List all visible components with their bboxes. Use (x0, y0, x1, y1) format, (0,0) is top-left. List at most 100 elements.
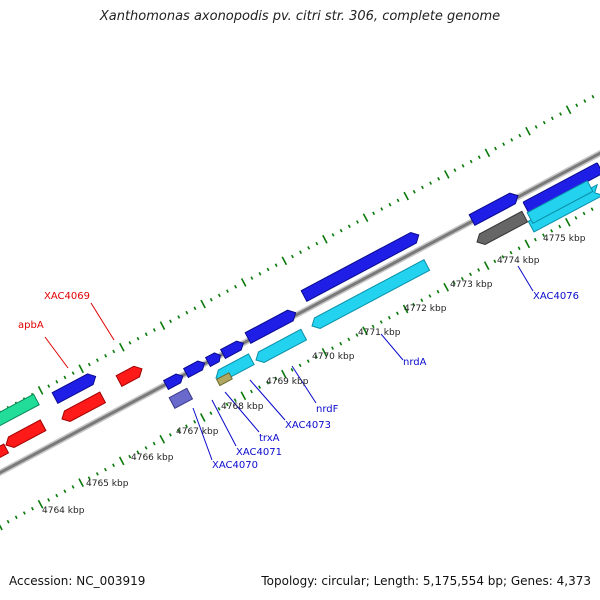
gc-tick (518, 133, 522, 138)
gc-tick (412, 189, 416, 194)
gc-tick (298, 363, 302, 368)
gene-feature-other[interactable] (168, 387, 194, 409)
gene-label-XAC4070[interactable]: XAC4070 (212, 460, 258, 471)
gc-tick (533, 237, 537, 242)
gc-tick (509, 250, 513, 255)
gc-ticks-upper (0, 94, 595, 417)
reverse-features (0, 180, 600, 460)
gc-tick (437, 177, 441, 181)
gene-arrow[interactable] (526, 180, 594, 224)
map-title: Xanthomonas axonopodis pv. citri str. 30… (99, 9, 501, 24)
label-leaders (44, 265, 534, 461)
gc-tick (379, 320, 383, 324)
gene-label-XAC4073[interactable]: XAC4073 (285, 420, 331, 431)
gc-tick (550, 116, 554, 121)
gc-tick (200, 299, 206, 309)
gene-arrow[interactable] (213, 353, 255, 383)
gene-arrow-rna[interactable] (59, 391, 107, 424)
gc-tick (565, 105, 572, 115)
gc-tick (118, 342, 125, 352)
gc-tick (225, 402, 229, 407)
gc-tick (159, 321, 166, 330)
gc-tick (209, 411, 213, 415)
gene-arrow-trxA[interactable] (204, 351, 223, 368)
gene-arrow-rna[interactable] (0, 393, 40, 428)
gc-tick (494, 146, 498, 151)
gc-tick (112, 463, 116, 468)
gc-tick (63, 375, 67, 380)
gc-tick (591, 94, 595, 99)
gene-label-XAC4071[interactable]: XAC4071 (236, 447, 282, 458)
gc-tick (185, 310, 189, 315)
gc-tick (193, 306, 197, 311)
gene-label-XAC4069[interactable]: XAC4069 (44, 291, 90, 302)
gene-label-trxA[interactable]: trxA (259, 433, 280, 444)
gene-arrow-rna[interactable] (0, 443, 10, 460)
kbp-label: 4768 kbp (221, 402, 264, 412)
gc-tick (128, 454, 132, 459)
gc-tick (217, 407, 221, 411)
gene-arrow-XAC4070[interactable] (162, 372, 185, 391)
gc-tick (209, 297, 213, 302)
gc-tick (542, 120, 546, 125)
gc-tick (258, 272, 262, 276)
gc-tick (510, 138, 514, 142)
gc-tick (477, 268, 481, 272)
gc-tick (37, 386, 44, 395)
gc-tick (402, 304, 409, 314)
gc-tick (322, 234, 328, 244)
gc-tick (469, 272, 472, 277)
gene-arrow-rna[interactable] (3, 419, 47, 450)
gc-tick (159, 434, 166, 444)
gc-tick (331, 233, 335, 237)
gc-tick (395, 311, 399, 316)
gc-tick (136, 336, 140, 341)
gc-tick (258, 385, 262, 389)
gc-tick (103, 467, 107, 472)
gene-feature-mixed[interactable] (215, 372, 233, 387)
gene-arrow[interactable] (468, 190, 521, 226)
gene-label-nrdA[interactable]: nrdA (403, 357, 427, 368)
gc-tick (185, 424, 189, 428)
gene-arrow-XAC4069[interactable] (51, 371, 98, 404)
gc-tick (95, 472, 99, 476)
gc-tick (355, 220, 359, 224)
gene-label-nrdF[interactable]: nrdF (316, 404, 339, 415)
gc-tick (461, 164, 465, 168)
gc-tick (274, 263, 278, 267)
gc-tick (575, 103, 579, 108)
gc-tick (428, 294, 432, 298)
gc-tick (420, 298, 424, 303)
gc-tick (112, 349, 116, 354)
gene-arrow[interactable] (253, 328, 308, 365)
gene-arrow-XAC4076[interactable] (474, 210, 529, 247)
gene-arrow-apbA[interactable] (115, 363, 145, 387)
gene-arrow-XAC4073[interactable] (219, 339, 246, 360)
gc-tick (517, 246, 521, 251)
gc-tick (87, 476, 91, 481)
gc-tick (483, 261, 490, 270)
gc-tick (339, 228, 343, 233)
gc-tick (501, 255, 505, 259)
accession-info: Accession: NC_003919 (9, 574, 146, 588)
gc-tick (534, 125, 538, 129)
gc-tick (0, 524, 3, 531)
gene-arrow-XAC4071[interactable] (182, 359, 207, 379)
kbp-label: 4771 kbp (358, 328, 401, 338)
gc-tick (63, 489, 67, 494)
gene-arrow-nrdA[interactable] (300, 230, 421, 302)
gc-tick (176, 428, 180, 433)
gene-label-XAC4076[interactable]: XAC4076 (533, 291, 579, 302)
gene-arrow-nrdF[interactable] (244, 307, 298, 344)
gene-label-apbA[interactable]: apbA (18, 320, 44, 331)
gc-tick (281, 369, 287, 379)
gc-tick (355, 333, 359, 337)
gc-tick (542, 233, 546, 237)
gc-tick (347, 224, 351, 229)
gc-tick (558, 224, 562, 229)
kbp-scale: 4764 kbp 4765 kbp 4766 kbp 4767 kbp 4768… (42, 234, 586, 516)
gc-tick (484, 148, 491, 158)
gene-arrow[interactable] (309, 258, 431, 332)
gc-tick (388, 202, 392, 207)
kbp-label: 4769 kbp (266, 377, 309, 387)
